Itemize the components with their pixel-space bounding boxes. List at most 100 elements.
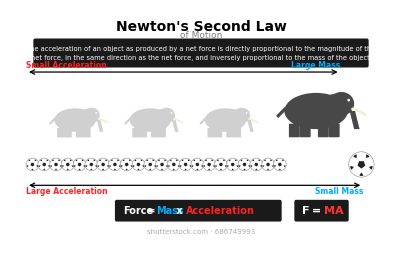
Polygon shape bbox=[70, 159, 72, 161]
Polygon shape bbox=[124, 117, 131, 125]
Ellipse shape bbox=[284, 93, 347, 129]
Ellipse shape bbox=[80, 109, 93, 124]
Circle shape bbox=[85, 158, 97, 171]
Circle shape bbox=[26, 158, 38, 171]
Polygon shape bbox=[349, 111, 358, 129]
Polygon shape bbox=[177, 165, 179, 167]
Text: MA: MA bbox=[323, 206, 342, 216]
Polygon shape bbox=[101, 163, 105, 167]
Polygon shape bbox=[183, 163, 187, 167]
Polygon shape bbox=[200, 165, 203, 167]
Circle shape bbox=[73, 158, 86, 171]
Polygon shape bbox=[54, 163, 58, 167]
FancyBboxPatch shape bbox=[151, 128, 158, 137]
Circle shape bbox=[179, 158, 191, 171]
Circle shape bbox=[226, 158, 239, 171]
Ellipse shape bbox=[205, 108, 245, 132]
Polygon shape bbox=[219, 163, 222, 167]
Polygon shape bbox=[189, 165, 191, 167]
Polygon shape bbox=[30, 163, 34, 167]
FancyBboxPatch shape bbox=[33, 39, 368, 67]
Polygon shape bbox=[283, 165, 285, 167]
Polygon shape bbox=[255, 169, 257, 170]
Polygon shape bbox=[350, 107, 366, 116]
Polygon shape bbox=[263, 159, 265, 161]
Polygon shape bbox=[196, 169, 198, 170]
Polygon shape bbox=[223, 159, 225, 161]
Ellipse shape bbox=[83, 108, 99, 123]
Circle shape bbox=[346, 99, 349, 101]
FancyBboxPatch shape bbox=[317, 124, 328, 137]
Polygon shape bbox=[368, 166, 372, 170]
Polygon shape bbox=[172, 120, 178, 132]
Polygon shape bbox=[172, 118, 183, 123]
Polygon shape bbox=[352, 155, 356, 158]
Circle shape bbox=[61, 158, 74, 171]
Polygon shape bbox=[188, 159, 189, 161]
Polygon shape bbox=[205, 159, 206, 161]
Circle shape bbox=[249, 158, 262, 171]
Polygon shape bbox=[87, 159, 89, 161]
Polygon shape bbox=[262, 165, 263, 167]
Circle shape bbox=[214, 158, 227, 171]
FancyBboxPatch shape bbox=[115, 200, 281, 221]
Text: Acceleration: Acceleration bbox=[185, 206, 254, 216]
Polygon shape bbox=[181, 159, 183, 161]
Circle shape bbox=[97, 158, 109, 171]
Polygon shape bbox=[213, 165, 214, 167]
Polygon shape bbox=[60, 165, 61, 167]
Polygon shape bbox=[97, 120, 103, 132]
Polygon shape bbox=[97, 118, 108, 123]
FancyBboxPatch shape bbox=[139, 128, 147, 137]
Polygon shape bbox=[156, 165, 158, 167]
Circle shape bbox=[237, 158, 250, 171]
Text: =: = bbox=[144, 206, 158, 216]
Polygon shape bbox=[273, 165, 275, 167]
Text: Force: Force bbox=[123, 206, 153, 216]
FancyBboxPatch shape bbox=[158, 128, 166, 137]
Polygon shape bbox=[90, 169, 92, 170]
Polygon shape bbox=[48, 165, 50, 167]
Polygon shape bbox=[121, 165, 123, 167]
Circle shape bbox=[190, 158, 203, 171]
Text: The acceleration of an object as produced by a net force is directly proportiona: The acceleration of an object as produce… bbox=[26, 46, 375, 60]
Polygon shape bbox=[62, 165, 64, 167]
Polygon shape bbox=[82, 159, 83, 161]
Polygon shape bbox=[277, 163, 281, 167]
Circle shape bbox=[203, 158, 215, 171]
Polygon shape bbox=[219, 169, 221, 170]
Polygon shape bbox=[118, 165, 120, 167]
Polygon shape bbox=[248, 165, 249, 167]
Polygon shape bbox=[195, 163, 199, 167]
Text: x: x bbox=[173, 206, 186, 216]
Polygon shape bbox=[31, 169, 33, 170]
Polygon shape bbox=[172, 163, 175, 167]
Text: Mass: Mass bbox=[156, 206, 184, 216]
FancyBboxPatch shape bbox=[214, 128, 222, 137]
Polygon shape bbox=[93, 159, 95, 161]
Polygon shape bbox=[193, 159, 194, 161]
Polygon shape bbox=[74, 165, 75, 167]
Polygon shape bbox=[265, 163, 269, 167]
Polygon shape bbox=[349, 166, 353, 170]
Polygon shape bbox=[113, 169, 115, 170]
FancyBboxPatch shape bbox=[57, 128, 65, 137]
Polygon shape bbox=[66, 163, 69, 167]
Polygon shape bbox=[144, 165, 146, 167]
Polygon shape bbox=[240, 159, 241, 161]
Polygon shape bbox=[246, 159, 248, 161]
Polygon shape bbox=[180, 165, 181, 167]
Ellipse shape bbox=[328, 92, 353, 116]
FancyBboxPatch shape bbox=[64, 128, 72, 137]
Polygon shape bbox=[242, 163, 246, 167]
Ellipse shape bbox=[155, 109, 168, 124]
Polygon shape bbox=[102, 169, 104, 170]
Polygon shape bbox=[270, 159, 271, 161]
Ellipse shape bbox=[129, 108, 170, 132]
Polygon shape bbox=[109, 165, 111, 167]
Polygon shape bbox=[191, 165, 193, 167]
Polygon shape bbox=[64, 159, 65, 161]
FancyBboxPatch shape bbox=[132, 128, 140, 137]
Polygon shape bbox=[169, 159, 171, 161]
FancyBboxPatch shape bbox=[226, 128, 233, 137]
